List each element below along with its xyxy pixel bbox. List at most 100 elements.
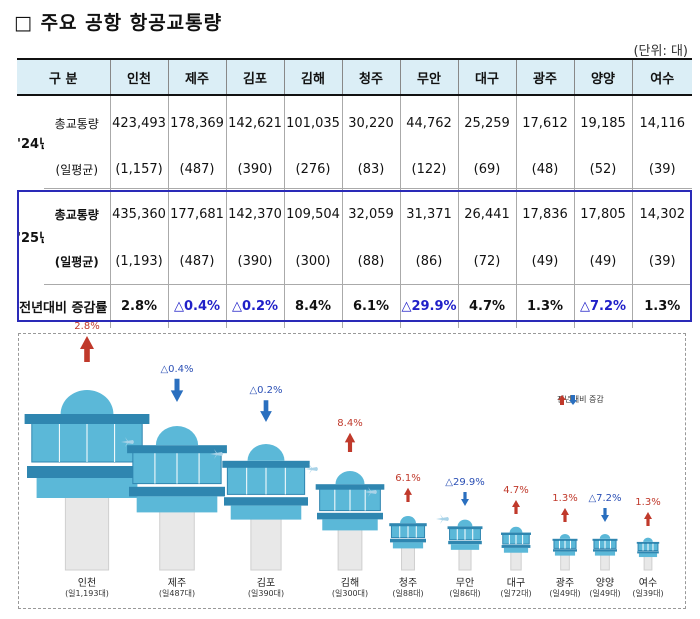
daily-average: (일39대) (632, 589, 664, 598)
airport-name: 청주 (398, 578, 418, 589)
change-cell: △0.4% (167, 284, 227, 328)
legend: 전년대비 증감 (557, 394, 604, 405)
change-cell: 4.7% (457, 284, 517, 328)
daily-average: (일1,193대) (65, 589, 109, 598)
table-cell: (83) (341, 151, 401, 189)
table-cell: 17,805 (573, 188, 633, 240)
daily-average: (일49대) (549, 589, 581, 598)
table-cell: 14,116 (631, 95, 693, 151)
daily-average: (일49대) (589, 589, 621, 598)
year25-label: '25년 (17, 230, 44, 246)
table-row: 전년대비 증감률 2.8% △0.4% △0.2% 8.4% 6.1% △29.… (17, 284, 693, 328)
up-arrow-icon (80, 336, 94, 362)
header-airport: 양양 (573, 58, 633, 96)
table-cell: (72) (457, 240, 517, 285)
change-label: △7.2% (588, 493, 622, 504)
change-label: 2.8% (74, 321, 100, 332)
down-arrow-icon (170, 378, 184, 402)
table-cell: (49) (515, 240, 575, 285)
change-cell: 2.8% (109, 284, 169, 328)
table-cell: (122) (399, 151, 459, 189)
table-cell: (487) (167, 151, 227, 189)
tower-roof-band (552, 538, 578, 541)
table-cell: (52) (573, 151, 633, 189)
change-cell: 1.3% (515, 284, 575, 328)
daily-average: (일88대) (392, 589, 424, 598)
tower-roof-band (222, 460, 310, 468)
airport-name: 인천 (77, 578, 97, 589)
tower-lower-windows (392, 542, 424, 549)
tower-dome (335, 471, 365, 485)
change-label: 8.4% (337, 417, 363, 429)
tower-lower-windows (450, 544, 480, 550)
tower-deck (553, 549, 577, 552)
tower-dome (509, 526, 523, 533)
table-cell: 19,185 (573, 95, 633, 151)
change-label: 전년대비 증감률 (19, 300, 108, 316)
tower-deck (129, 486, 225, 497)
table-cell: 25,259 (457, 95, 517, 151)
year24-label: '24년 (17, 136, 44, 152)
infographic-panel: 전년대비 증감 2.8% 인천 (일1,193대) △0.4% 제주 (일487대) △0.… (18, 321, 686, 609)
table-cell: 31,371 (399, 188, 459, 240)
tower-dome (559, 534, 571, 539)
table-cell: (49) (573, 240, 633, 285)
table-cell: 177,681 (167, 188, 227, 240)
table-row: (일평균) (1,193) (487) (390) (300) (88) (86… (17, 240, 693, 285)
up-arrow-icon (344, 432, 356, 452)
header-airport: 김해 (283, 58, 343, 96)
table-cell: 17,612 (515, 95, 575, 151)
table-cell: 32,059 (341, 188, 401, 240)
tower-group (552, 534, 578, 571)
up-arrow-icon (644, 512, 652, 526)
tower-group (389, 516, 427, 571)
tower-group (447, 519, 483, 571)
table-cell: (300) (283, 240, 343, 285)
airport-name: 무안 (455, 578, 475, 589)
airport-name: 김포 (256, 578, 276, 589)
header-airport: 광주 (515, 58, 575, 96)
airplane-icon (210, 449, 223, 459)
tower-group (222, 444, 310, 571)
change-label: 1.3% (635, 497, 661, 508)
table-cell: 142,370 (225, 188, 285, 240)
tower-dome (247, 444, 285, 461)
table-cell: 30,220 (341, 95, 401, 151)
unit-label: (단위: 대) (633, 44, 688, 59)
daily-label: (일평균) (44, 240, 111, 285)
tower-roof-band (24, 414, 150, 424)
table-cell: (390) (225, 240, 285, 285)
traffic-table: 구 분 인천 제주 김포 김해 청주 무안 대구 광주 양양 여수 '24년 총… (17, 58, 693, 328)
tower-dome (155, 426, 199, 446)
airplane-icon (305, 464, 318, 474)
airport-name: 제주 (167, 578, 187, 589)
tower-roof-band (501, 532, 531, 535)
up-arrow-icon (512, 500, 520, 514)
table-cell: 14,302 (631, 188, 693, 240)
header-category: 구 분 (17, 58, 111, 96)
tower-dome (643, 537, 653, 542)
infographic-canvas (24, 336, 660, 571)
change-cell: 1.3% (631, 284, 693, 328)
change-label: △0.4% (160, 363, 194, 375)
table-cell: 142,621 (225, 95, 285, 151)
tower-roof-band (127, 445, 227, 454)
header-airport: 대구 (457, 58, 517, 96)
tower-deck (637, 551, 659, 554)
change-label: 6.1% (395, 472, 421, 484)
total-label: 총교통량 (54, 207, 99, 222)
tower-deck (448, 540, 482, 545)
tower-group (636, 537, 660, 571)
tower-deck (27, 466, 147, 478)
change-label: 4.7% (503, 485, 529, 496)
change-cell: 8.4% (283, 284, 343, 328)
tower-lower-windows (136, 496, 218, 513)
tower-roof-band (315, 484, 385, 490)
tower-group (501, 526, 531, 571)
change-label: △29.9% (445, 477, 485, 488)
daily-label: (일평균) (44, 151, 111, 189)
table-row: '24년 총교통량 423,493 178,369 142,621 101,03… (17, 95, 693, 152)
down-arrow-icon (461, 492, 469, 506)
table-cell: 178,369 (167, 95, 227, 151)
tower-deck (501, 545, 531, 548)
